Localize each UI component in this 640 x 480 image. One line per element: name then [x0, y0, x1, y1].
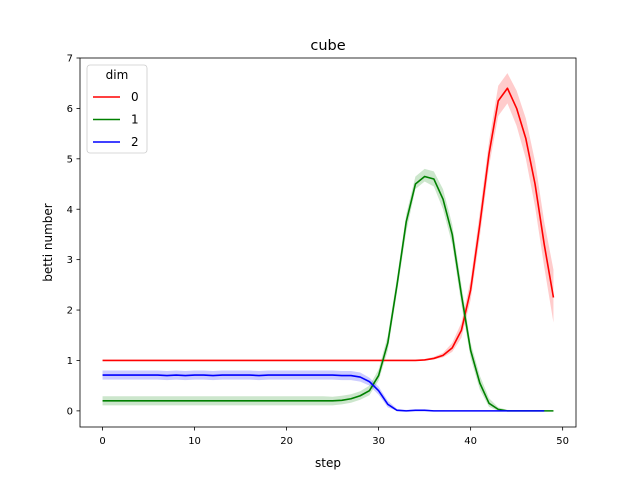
y-tick-label: 2 — [67, 306, 73, 317]
legend-label-dim-1: 1 — [131, 113, 139, 127]
chart-title: cube — [310, 38, 345, 54]
y-axis-label: betti number — [41, 203, 55, 281]
y-axis: 0 1 2 3 4 5 6 7 — [67, 54, 80, 417]
y-tick-label: 0 — [67, 406, 73, 417]
x-axis-label: step — [315, 456, 341, 470]
series-lines — [102, 87, 555, 412]
x-axis: 0 10 20 30 40 50 — [99, 427, 569, 447]
series-line-dim-0 — [102, 87, 555, 362]
x-tick-label: 10 — [188, 436, 201, 447]
x-tick-label: 40 — [464, 436, 477, 447]
confidence-band-dim-0 — [102, 73, 554, 361]
x-tick-label: 0 — [99, 436, 105, 447]
y-tick-label: 6 — [67, 104, 73, 115]
y-tick-label: 3 — [67, 255, 73, 266]
legend-label-dim-0: 0 — [131, 90, 139, 104]
y-tick-label: 4 — [67, 205, 73, 216]
x-tick-label: 50 — [556, 436, 569, 447]
y-tick-label: 1 — [67, 356, 73, 367]
y-tick-label: 7 — [67, 54, 73, 65]
series-line-dim-1 — [102, 175, 554, 412]
x-tick-label: 30 — [372, 436, 385, 447]
legend: dim 0 1 2 — [86, 64, 148, 154]
axes-frame — [79, 57, 577, 428]
plot-area — [80, 58, 576, 427]
series-line-dim-2 — [102, 374, 545, 412]
x-tick-label: 20 — [280, 436, 293, 447]
legend-label-dim-2: 2 — [131, 135, 139, 149]
y-tick-label: 5 — [67, 154, 73, 165]
legend-title: dim — [106, 68, 129, 82]
legend-box — [86, 64, 148, 154]
